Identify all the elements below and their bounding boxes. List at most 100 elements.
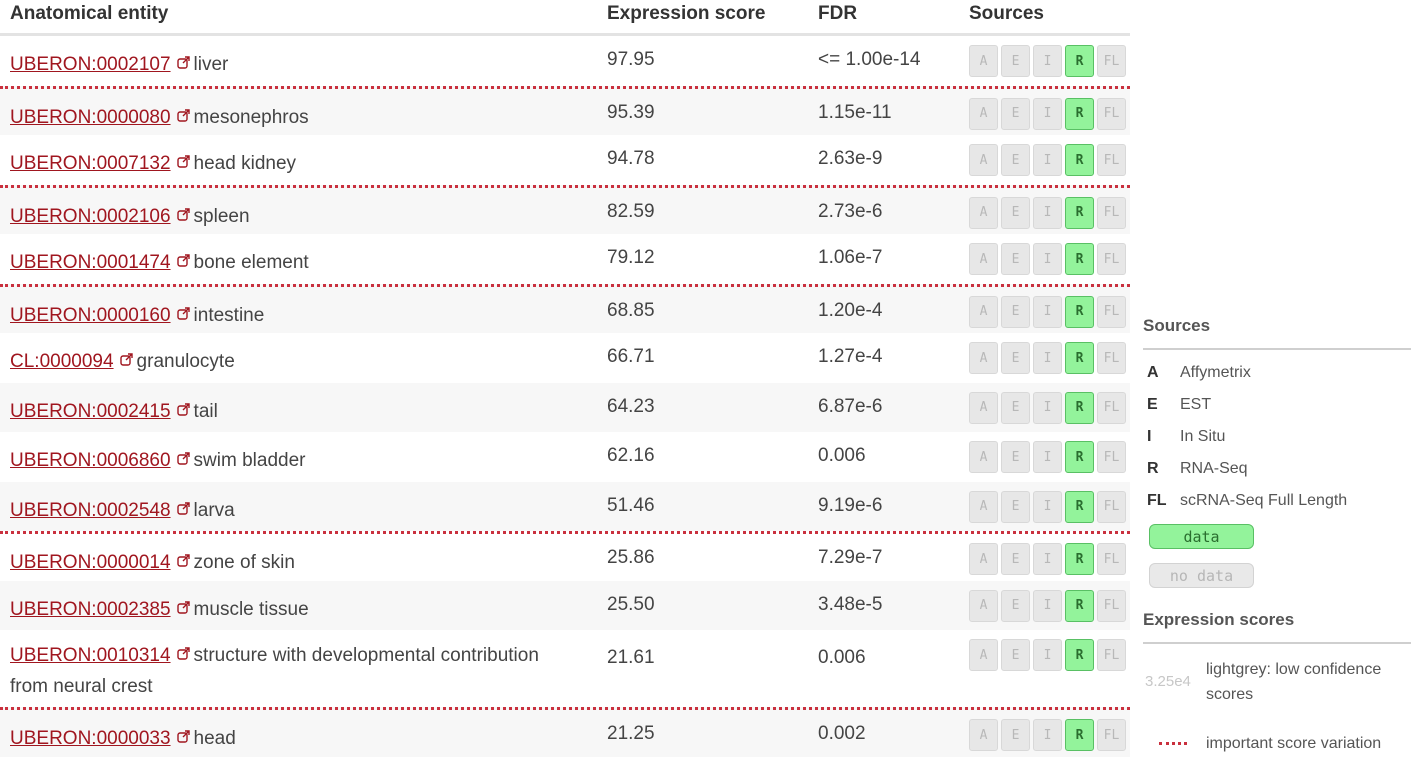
fdr-value: 1.20e-4 (818, 299, 883, 321)
entity-id-link[interactable]: UBERON:0002415 (10, 400, 171, 422)
source-badge-r: R (1065, 196, 1094, 229)
source-badge-a: A (969, 295, 998, 328)
source-badge-e: E (1001, 97, 1030, 130)
anatomical-entity-cell: UBERON:0006860 swim bladder (10, 444, 570, 476)
expression-score: 66.71 (607, 346, 655, 367)
sources-cell: A E I R FL (969, 441, 1126, 473)
legend-key-fl: FL (1147, 492, 1167, 509)
entity-id-link[interactable]: UBERON:0002106 (10, 205, 171, 227)
legend-data-badge: data (1149, 524, 1254, 549)
header-sources[interactable]: Sources (969, 3, 1044, 24)
entity-id-link[interactable]: UBERON:0000080 (10, 106, 171, 128)
sources-cell: A E I R FL (969, 295, 1126, 328)
source-badge-fl: FL (1097, 295, 1126, 328)
header-fdr[interactable]: FDR (818, 3, 858, 24)
source-badge-r: R (1065, 639, 1094, 671)
legend-separator-sample (1159, 742, 1187, 745)
external-link-icon[interactable] (176, 101, 190, 132)
fdr-value: <= 1.00e-14 (818, 49, 921, 70)
header-anatomical-entity[interactable]: Anatomical entity (10, 3, 169, 24)
external-link-icon[interactable] (176, 395, 190, 426)
source-badge-e: E (1001, 441, 1030, 473)
external-link-icon[interactable] (176, 444, 190, 475)
entity-id-link[interactable]: UBERON:0007132 (10, 153, 171, 174)
entity-id-link[interactable]: UBERON:0002107 (10, 54, 171, 75)
fdr-value: 0.006 (818, 445, 866, 466)
source-badge-i: I (1033, 589, 1062, 622)
header-expression-score[interactable]: Expression score (607, 3, 766, 24)
source-badge-e: E (1001, 342, 1030, 374)
anatomical-entity-cell: UBERON:0002106 spleen (10, 200, 570, 232)
legend-label-rna-seq: RNA-Seq (1180, 460, 1248, 477)
entity-id-link[interactable]: CL:0000094 (10, 351, 114, 372)
entity-id-link[interactable]: UBERON:0006860 (10, 450, 171, 471)
legend-key-i: I (1147, 428, 1152, 445)
source-badge-e: E (1001, 719, 1030, 751)
legend-low-confidence-sample: 3.25e4 (1145, 673, 1191, 690)
source-badge-i: I (1033, 196, 1062, 229)
external-link-icon[interactable] (176, 147, 190, 178)
source-badge-r: R (1065, 589, 1094, 622)
external-link-icon[interactable] (176, 246, 190, 277)
source-badge-a: A (969, 639, 998, 671)
table-row: UBERON:0002107 liver 97.95 <= 1.00e-14 A E I R F… (0, 36, 1130, 86)
source-badge-e: E (1001, 589, 1030, 622)
source-badge-e: E (1001, 391, 1030, 424)
entity-name: larva (193, 499, 235, 521)
expression-score: 25.50 (607, 593, 655, 615)
anatomical-entity-cell: UBERON:0007132 head kidney (10, 147, 570, 179)
sources-cell: A E I R FL (969, 342, 1126, 374)
entity-id-link[interactable]: UBERON:0001474 (10, 252, 171, 273)
table-row: UBERON:0000080 mesonephros 95.39 1.15e-11 A E… (0, 85, 1130, 135)
entity-name: head (193, 728, 236, 749)
expression-score: 64.23 (607, 395, 655, 417)
sources-cell: A E I R FL (969, 391, 1126, 424)
fdr-value: 3.48e-5 (818, 593, 883, 615)
entity-name: structure with developmental contributio… (10, 645, 539, 697)
external-link-icon[interactable] (176, 722, 190, 753)
fdr-value: 1.15e-11 (818, 101, 892, 123)
source-badge-fl: FL (1097, 97, 1126, 130)
external-link-icon[interactable] (176, 299, 190, 330)
source-badge-fl: FL (1097, 441, 1126, 473)
legend-variation-text: important score variation (1206, 735, 1382, 752)
legend-label-affymetrix: Affymetrix (1180, 364, 1251, 381)
source-badge-a: A (969, 441, 998, 473)
external-link-icon[interactable] (176, 200, 190, 231)
source-badge-i: I (1033, 243, 1062, 275)
anatomical-entity-cell: UBERON:0000160 intestine (10, 299, 570, 331)
source-badge-r: R (1065, 144, 1094, 176)
entity-name: bone element (193, 252, 309, 273)
entity-name: intestine (193, 304, 265, 326)
source-badge-e: E (1001, 243, 1030, 275)
source-badge-i: I (1033, 295, 1062, 328)
source-badge-fl: FL (1097, 45, 1126, 77)
source-badge-i: I (1033, 639, 1062, 671)
external-link-icon[interactable] (176, 593, 190, 624)
entity-id-link[interactable]: UBERON:0002548 (10, 499, 171, 521)
external-link-icon[interactable] (119, 345, 133, 376)
entity-id-link[interactable]: UBERON:0000014 (10, 552, 171, 573)
sources-cell: A E I R FL (969, 719, 1126, 751)
entity-id-link[interactable]: UBERON:0010314 (10, 645, 171, 666)
entity-id-link[interactable]: UBERON:0000160 (10, 304, 171, 326)
anatomical-entity-cell: UBERON:0002415 tail (10, 395, 570, 427)
fdr-value: 1.06e-7 (818, 247, 883, 268)
source-badge-a: A (969, 97, 998, 130)
source-badge-r: R (1065, 45, 1094, 77)
source-badge-r: R (1065, 342, 1094, 374)
table-row: UBERON:0000014 zone of skin 25.86 7.29e-7 A E… (0, 531, 1130, 581)
entity-id-link[interactable]: UBERON:0000033 (10, 728, 171, 749)
external-link-icon[interactable] (176, 546, 190, 577)
entity-id-link[interactable]: UBERON:0002385 (10, 598, 171, 620)
sources-cell: A E I R FL (969, 196, 1126, 229)
expression-score: 21.25 (607, 723, 655, 744)
external-link-icon[interactable] (176, 48, 190, 79)
legend-label-scrna-seq: scRNA-Seq Full Length (1180, 492, 1348, 509)
table-row: UBERON:0002415 tail 64.23 6.87e-6 A E I R FL (0, 382, 1130, 432)
external-link-icon[interactable] (176, 639, 190, 670)
fdr-value: 2.63e-9 (818, 148, 883, 169)
sources-cell: A E I R FL (969, 243, 1126, 275)
entity-name: mesonephros (193, 106, 309, 128)
external-link-icon[interactable] (176, 494, 190, 525)
